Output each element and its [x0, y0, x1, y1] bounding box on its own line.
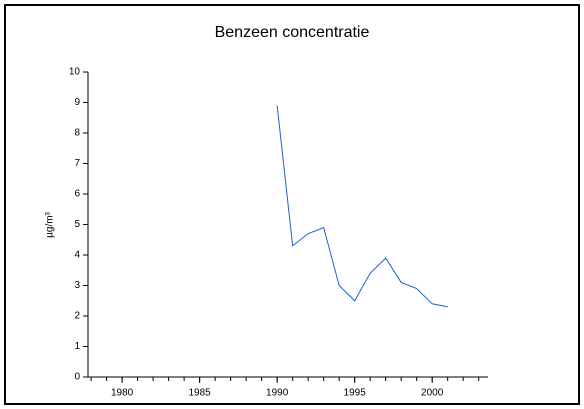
frame: [4, 4, 580, 405]
data-line: [276, 105, 448, 308]
chart-title: Benzeen concentratie: [215, 24, 370, 41]
x-tick-label: 1995: [344, 388, 367, 399]
y-tick-label: 10: [69, 67, 81, 78]
y-axis-label: µg/m³: [45, 211, 56, 237]
y-tick-label: 3: [74, 280, 80, 291]
y-tick-label: 8: [74, 128, 80, 139]
y-tick-label: 5: [74, 219, 80, 230]
y-tick-label: 1: [74, 341, 80, 352]
y-tick-label: 7: [74, 158, 80, 169]
x-tick-label: 2000: [421, 388, 444, 399]
y-tick-label: 9: [74, 97, 80, 108]
y-tick-label: 6: [74, 189, 80, 200]
x-tick-label: 1985: [189, 388, 212, 399]
y-tick-label: 4: [74, 250, 80, 261]
x-tick-label: 1990: [266, 388, 289, 399]
y-tick-label: 0: [74, 372, 80, 383]
y-tick-label: 2: [74, 311, 80, 322]
x-tick-label: 1980: [111, 388, 134, 399]
